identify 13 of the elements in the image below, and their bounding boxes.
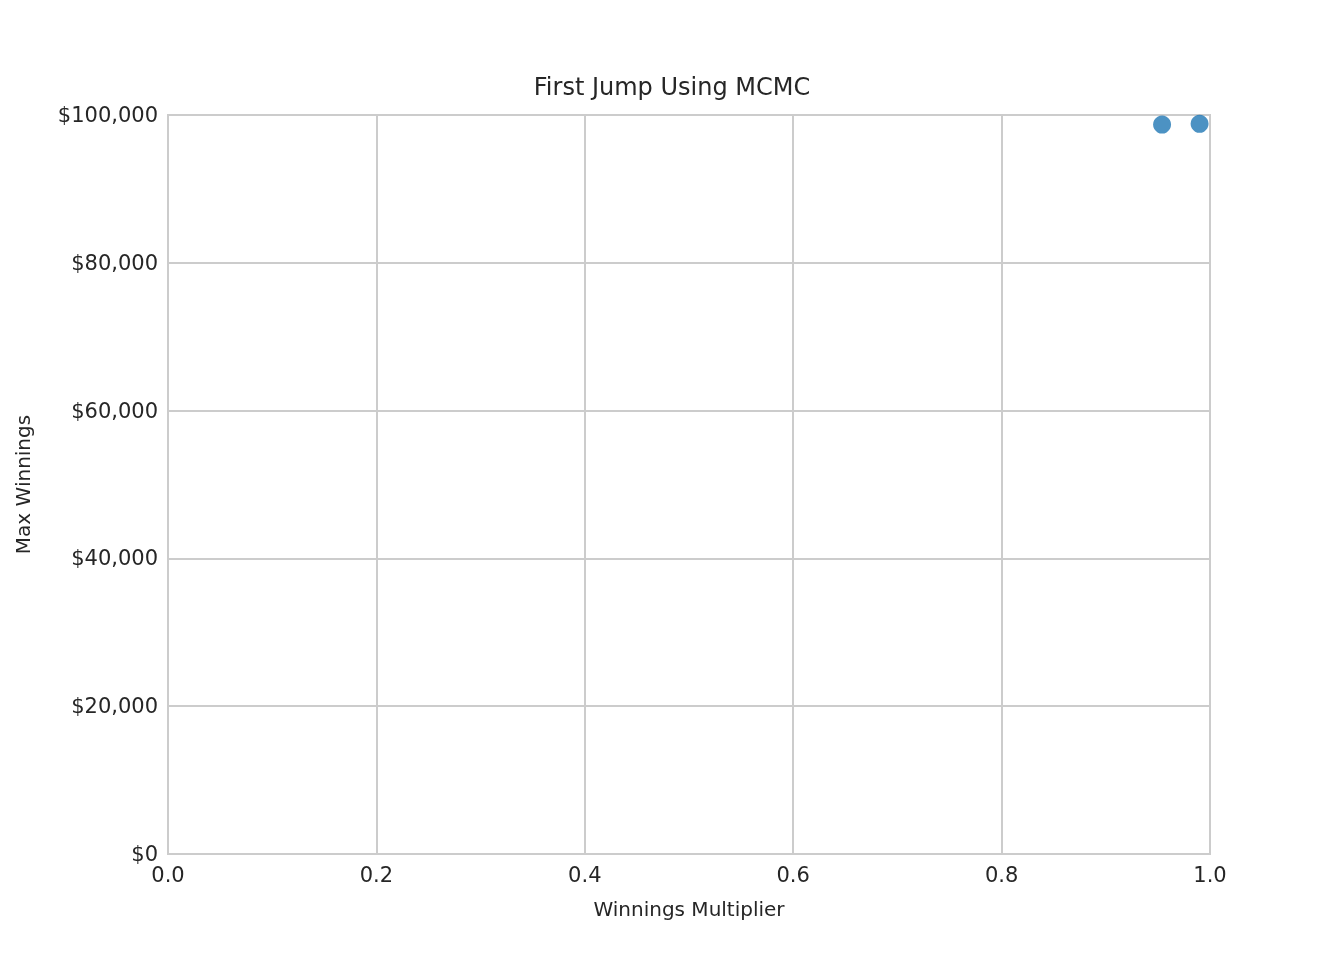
x-tick-label: 1.0 [1193,862,1227,887]
y-axis-title: Max Winnings [11,414,35,555]
x-tick-label: 0.4 [568,862,602,887]
y-tick-label: $20,000 [71,694,158,719]
y-tick-label: $40,000 [71,546,158,571]
chart-title: First Jump Using MCMC [533,73,811,101]
x-tick-label: 0.6 [776,862,810,887]
y-tick-label: $60,000 [71,398,158,423]
x-axis-title: Winnings Multiplier [593,897,786,921]
x-tick-label: 0.8 [984,862,1019,887]
x-tick-label: 0.2 [359,862,394,887]
y-tick-label: $80,000 [71,250,158,275]
y-tick-label: $100,000 [57,103,158,127]
